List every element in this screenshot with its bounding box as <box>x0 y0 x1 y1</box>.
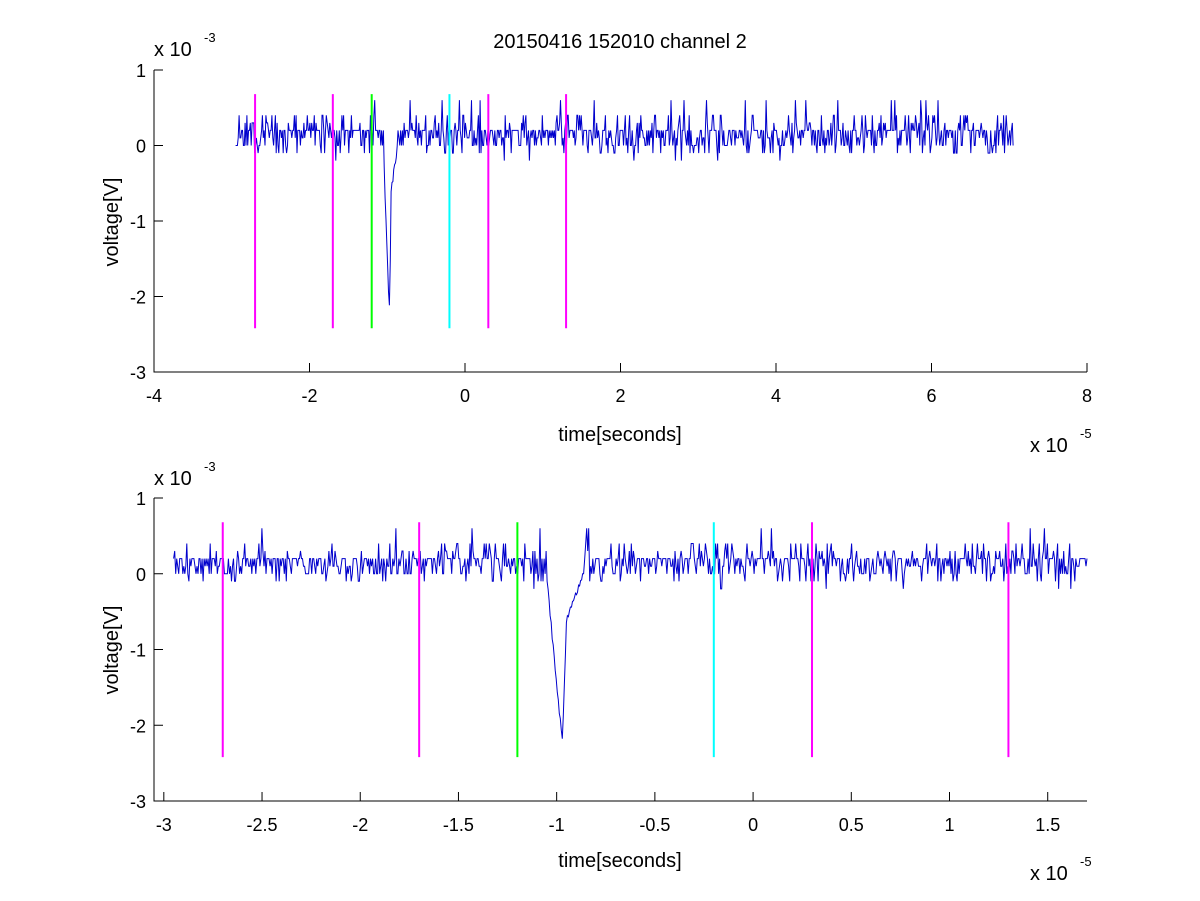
top-x-multiplier-exp: -5 <box>1080 426 1092 441</box>
bottom-signal-layer <box>173 528 1088 739</box>
top-signal-layer <box>235 100 1014 306</box>
top-x-tick-labels: -4 -2 0 2 4 6 8 <box>146 386 1092 406</box>
bottom-x-multiplier-exp: -5 <box>1080 854 1092 869</box>
top-subplot: -4 -2 0 2 4 6 8 -3 -2 -1 0 1 time[seconds] voltage… <box>101 30 1092 457</box>
top-y-tick-label-3: -1 <box>130 212 146 232</box>
bottom-y-multiplier-exp: -3 <box>204 459 216 474</box>
bottom-subplot: -3 -2.5 -2 -1.5 -1 -0.5 0 0.5 1 1.5 -3 -2 -1 0 1 time… <box>101 459 1092 885</box>
bottom-x-multiplier-base: x 10 <box>1030 863 1068 885</box>
bottom-marker-layer <box>221 522 1010 758</box>
top-x-tick-label-1: -4 <box>146 386 162 406</box>
top-x-multiplier-base: x 10 <box>1030 435 1068 457</box>
bottom-y-tick-label-5: 1 <box>136 489 146 509</box>
top-x-tick-label-7: 8 <box>1082 386 1092 406</box>
bottom-y-tick-label-3: -1 <box>130 641 146 661</box>
bottom-y-tick-label-4: 0 <box>136 565 146 585</box>
bottom-y-multiplier: x 10 -3 <box>154 459 216 490</box>
bottom-y-tick-label-2: -2 <box>130 716 146 736</box>
top-y-multiplier-base: x 10 <box>154 39 192 61</box>
bottom-x-tick-label-8: 0.5 <box>839 815 864 835</box>
bottom-x-tick-label-5: -1 <box>549 815 565 835</box>
bottom-x-tick-label-6: -0.5 <box>639 815 670 835</box>
top-x-tick-label-3: 0 <box>460 386 470 406</box>
top-y-tick-label-4: 0 <box>136 137 146 157</box>
bottom-x-tick-label-7: 0 <box>748 815 758 835</box>
bottom-y-axis-label: voltage[V] <box>101 606 123 695</box>
top-signal-series <box>235 100 1014 306</box>
top-x-tick-label-2: -2 <box>301 386 317 406</box>
bottom-x-axis-label: time[seconds] <box>558 850 681 872</box>
bottom-y-tick-labels: -3 -2 -1 0 1 <box>130 489 146 812</box>
bottom-x-multiplier: x 10 -5 <box>1030 854 1092 885</box>
bottom-x-tick-label-1: -3 <box>156 815 172 835</box>
top-x-tick-label-5: 4 <box>771 386 781 406</box>
top-axes-layer <box>153 69 1088 373</box>
top-y-tick-label-1: -3 <box>130 363 146 383</box>
top-marker-layer <box>254 94 568 329</box>
bottom-axes-layer <box>153 497 1087 802</box>
top-y-multiplier-exp: -3 <box>204 30 216 45</box>
top-x-tick-label-4: 2 <box>615 386 625 406</box>
top-y-tick-labels: -3 -2 -1 0 1 <box>130 61 146 383</box>
bottom-x-tick-label-2: -2.5 <box>247 815 278 835</box>
bottom-y-multiplier-base: x 10 <box>154 468 192 490</box>
bottom-x-tick-label-10: 1.5 <box>1035 815 1060 835</box>
bottom-x-tick-labels: -3 -2.5 -2 -1.5 -1 -0.5 0 0.5 1 1.5 <box>156 815 1060 835</box>
bottom-x-tick-label-3: -2 <box>352 815 368 835</box>
top-y-axis-label: voltage[V] <box>101 178 123 267</box>
bottom-signal-series <box>173 528 1088 739</box>
top-y-tick-label-2: -2 <box>130 288 146 308</box>
figure-title: 20150416 152010 channel 2 <box>493 31 747 53</box>
bottom-x-tick-label-4: -1.5 <box>443 815 474 835</box>
top-y-tick-label-5: 1 <box>136 61 146 81</box>
bottom-y-tick-label-1: -3 <box>130 792 146 812</box>
top-x-axis-label: time[seconds] <box>558 424 681 446</box>
top-x-multiplier: x 10 -5 <box>1030 426 1092 457</box>
bottom-x-tick-label-9: 1 <box>944 815 954 835</box>
top-x-tick-label-6: 6 <box>926 386 936 406</box>
top-y-multiplier: x 10 -3 <box>154 30 216 61</box>
